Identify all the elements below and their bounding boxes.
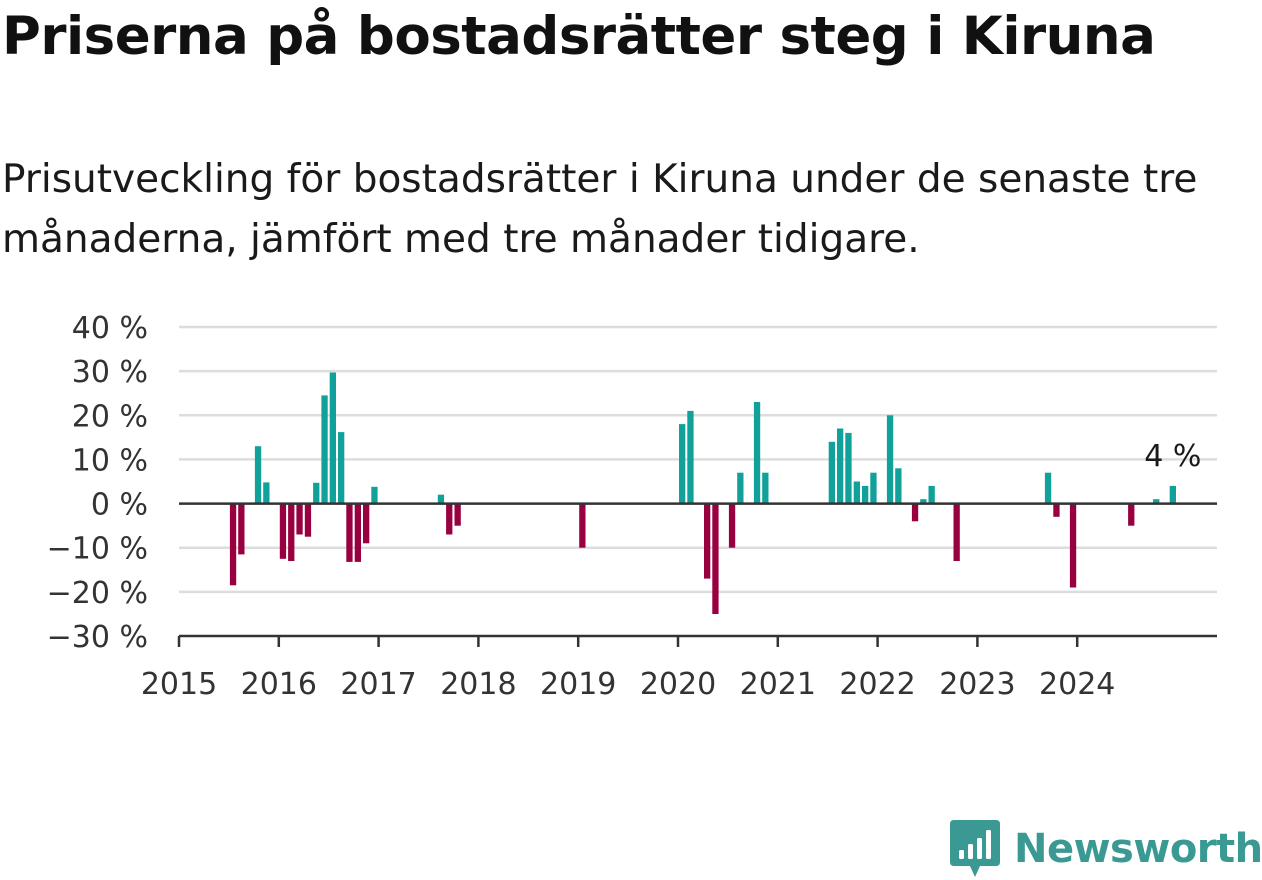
bar	[304, 503, 312, 537]
y-tick-label: 0 %	[91, 488, 148, 523]
bar	[870, 472, 877, 504]
chart-title: Priserna på bostadsrätter steg i Kiruna	[2, 6, 1156, 67]
x-tick-label: 2021	[740, 667, 816, 702]
bar	[828, 441, 835, 504]
bar	[687, 410, 694, 504]
bar	[1044, 472, 1052, 504]
y-tick-label: −20 %	[47, 576, 148, 611]
bar	[1153, 499, 1160, 504]
brand-logo-block: Newsworthy	[950, 818, 1262, 880]
bar	[911, 503, 919, 522]
x-tick-label: 2015	[141, 667, 217, 702]
tick-labels: 40 % 30 % 20 % 10 % 0 % −10 % −20 % −30 % 2015 20…	[47, 311, 1202, 702]
bar	[288, 503, 295, 561]
bar	[953, 503, 960, 561]
bar	[254, 446, 262, 504]
y-tick-label: −10 %	[47, 532, 148, 567]
bar	[346, 503, 353, 562]
bar	[321, 395, 328, 504]
bar	[363, 503, 370, 544]
bar	[238, 503, 245, 555]
bar	[1069, 503, 1077, 588]
bar	[845, 432, 852, 504]
bars	[229, 372, 1176, 614]
x-tick-label: 2019	[540, 667, 616, 702]
bar	[728, 503, 736, 548]
bar	[853, 481, 860, 504]
bar	[737, 472, 744, 504]
bar	[679, 424, 686, 504]
bar	[296, 503, 303, 535]
x-tick-label: 2024	[1039, 667, 1115, 702]
x-tick-label: 2016	[241, 667, 317, 702]
bar	[371, 486, 378, 504]
bar	[704, 503, 711, 579]
bar	[753, 402, 761, 504]
bar	[579, 503, 586, 548]
bar	[895, 468, 902, 504]
brand-name: Newsworthy	[1014, 826, 1262, 872]
bar	[263, 482, 270, 504]
y-tick-label: 10 %	[72, 443, 148, 478]
chart-subtitle: Prisutveckling för bostadsrätter i Kirun…	[2, 157, 1198, 262]
bar	[446, 503, 453, 535]
x-tick-label: 2017	[340, 667, 416, 702]
axes	[177, 502, 1217, 647]
bar	[928, 485, 935, 504]
y-tick-label: −30 %	[47, 620, 148, 655]
y-tick-label: 40 %	[72, 311, 148, 346]
y-tick-label: 30 %	[72, 355, 148, 390]
bar	[1128, 503, 1135, 526]
bar	[762, 472, 769, 504]
bar	[329, 372, 336, 504]
bar	[338, 432, 345, 504]
x-tick-label: 2020	[640, 667, 716, 702]
bar	[454, 503, 461, 526]
bar	[313, 482, 320, 504]
bar	[1053, 503, 1060, 517]
y-tick-label: 20 %	[72, 399, 148, 434]
bar	[886, 415, 894, 504]
x-tick-label: 2023	[939, 667, 1015, 702]
bar	[712, 503, 719, 614]
x-tick-label: 2018	[440, 667, 516, 702]
bar	[437, 494, 445, 504]
bar	[837, 428, 844, 504]
bar	[229, 503, 237, 586]
bar-annotation: 4 %	[1144, 439, 1201, 474]
bar	[920, 499, 927, 504]
newsworthy-logo-icon	[950, 820, 1000, 877]
x-tick-label: 2022	[839, 667, 915, 702]
bar	[279, 503, 287, 559]
bar	[1169, 485, 1176, 504]
bar	[354, 503, 361, 562]
bar	[862, 485, 869, 504]
